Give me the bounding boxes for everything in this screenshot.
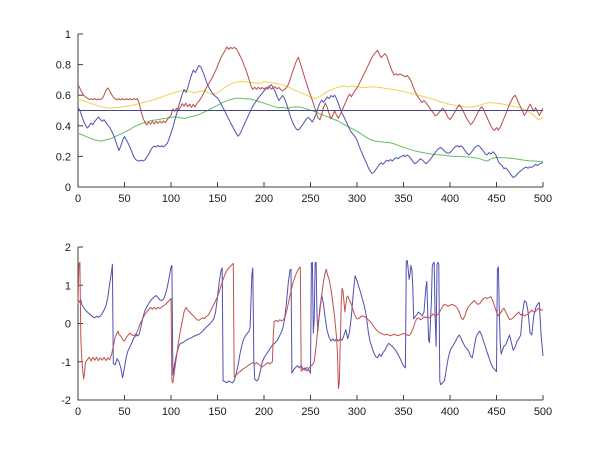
y-tick-label: 1 <box>65 280 71 292</box>
y-tick-label: 0.6 <box>56 90 71 102</box>
x-tick-label: 150 <box>208 406 226 418</box>
y-tick-label: 1 <box>65 29 71 41</box>
x-tick-label: 300 <box>348 406 366 418</box>
y-tick-label: 0 <box>65 182 71 194</box>
y-tick-label: 0 <box>65 319 71 331</box>
x-tick-label: 250 <box>301 406 319 418</box>
x-tick-label: 0 <box>75 406 81 418</box>
x-tick-label: 100 <box>162 406 180 418</box>
x-tick-label: 350 <box>394 193 412 205</box>
series-red-noisy <box>77 46 544 131</box>
y-tick-label: 0.4 <box>56 121 71 133</box>
x-tick-label: 500 <box>534 406 552 418</box>
x-tick-label: 500 <box>534 193 552 205</box>
y-tick-label: 0.2 <box>56 151 71 163</box>
x-tick-label: 250 <box>301 193 319 205</box>
series-yellow-smooth <box>77 80 544 121</box>
y-tick-label: 2 <box>65 242 71 254</box>
x-tick-label: 50 <box>118 193 130 205</box>
x-tick-label: 400 <box>441 406 459 418</box>
series-green-smooth <box>77 97 544 163</box>
x-tick-label: 0 <box>75 193 81 205</box>
x-tick-label: 400 <box>441 193 459 205</box>
x-tick-label: 200 <box>255 193 273 205</box>
x-tick-label: 200 <box>255 406 273 418</box>
x-tick-label: 450 <box>487 406 505 418</box>
y-tick-label: -1 <box>61 357 71 369</box>
series-red-phase <box>77 261 543 389</box>
x-tick-label: 150 <box>208 193 226 205</box>
y-tick-label: -2 <box>61 395 71 407</box>
y-tick-label: 0.8 <box>56 60 71 72</box>
x-tick-label: 300 <box>348 193 366 205</box>
x-tick-label: 100 <box>162 193 180 205</box>
top-subplot: 0 50 100 150 200 250 300 350 400 450 500 0 0.2 0.4 0.6… <box>56 29 552 205</box>
x-tick-label: 350 <box>394 406 412 418</box>
series-blue-noisy <box>77 64 544 178</box>
x-tick-label: 450 <box>487 193 505 205</box>
bottom-subplot: 0 50 100 150 200 250 300 350 400 450 500 -2 -1 0 1 2 <box>61 242 552 418</box>
x-tick-label: 50 <box>118 406 130 418</box>
